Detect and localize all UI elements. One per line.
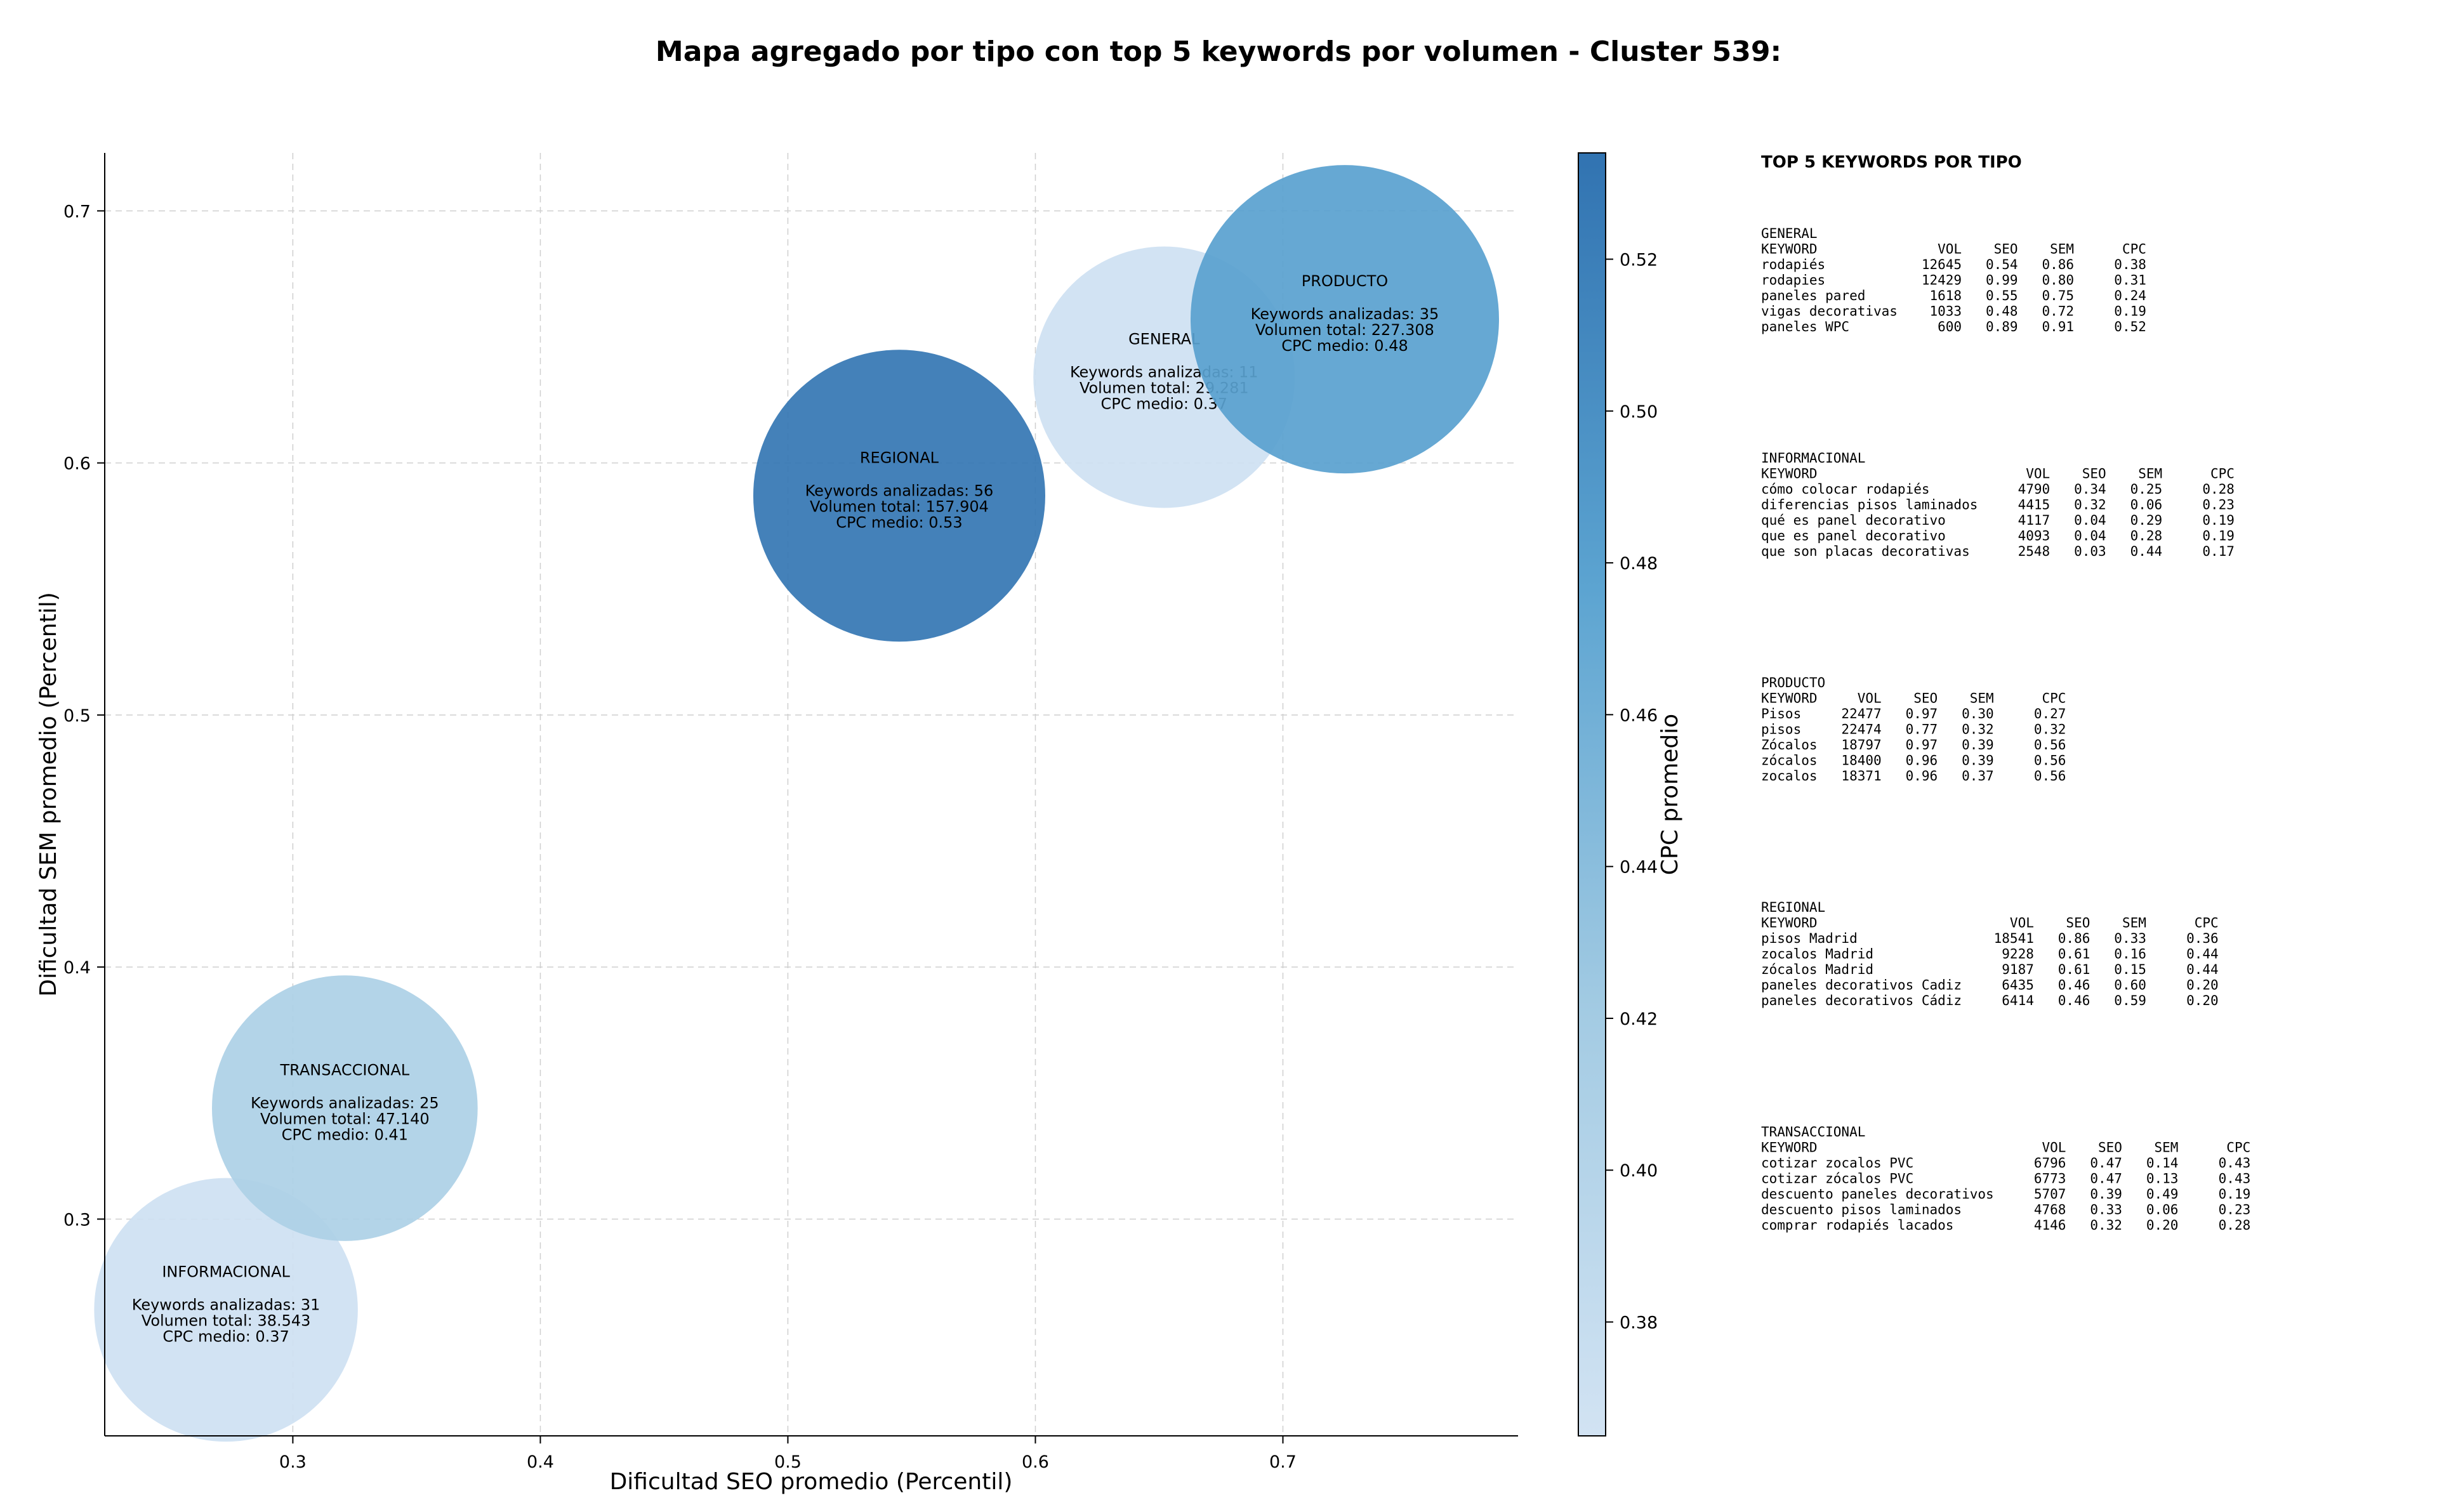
keyword-table-row: zocalos 18371 0.96 0.37 0.56 xyxy=(1761,768,2066,784)
bubble-volume: Volumen total: 47.140 xyxy=(260,1110,430,1128)
keyword-table-row: paneles WPC 600 0.89 0.91 0.52 xyxy=(1761,319,2146,334)
bubble-cpc: CPC medio: 0.37 xyxy=(1101,395,1228,413)
keyword-table-row: zocalos Madrid 9228 0.61 0.16 0.44 xyxy=(1761,947,2219,962)
colorbar-label: CPC promedio xyxy=(1657,714,1683,875)
keyword-table-row: que son placas decorativas 2548 0.03 0.4… xyxy=(1761,544,2235,559)
y-tick-label: 0.6 xyxy=(63,454,91,474)
keyword-table-header: KEYWORD VOL SEO SEM CPC xyxy=(1761,1140,2250,1155)
bubble-volume: Volumen total: 38.543 xyxy=(142,1311,311,1329)
bubble-keyword-count: Keywords analizadas: 31 xyxy=(132,1296,320,1313)
colorbar-ticks: 0.38 0.40 0.42 0.44 0.46 0.48 0.50 0.52 xyxy=(1606,251,1658,1333)
bubble-cpc: CPC medio: 0.48 xyxy=(1281,337,1408,355)
keyword-table-row: zócalos 18400 0.96 0.39 0.56 xyxy=(1761,753,2066,768)
keyword-table-row: rodapies 12429 0.99 0.80 0.31 xyxy=(1761,273,2146,288)
bubble-type-label: GENERAL xyxy=(1128,331,1200,348)
colorbar-tick-label: 0.40 xyxy=(1620,1161,1658,1181)
x-tick-label: 0.7 xyxy=(1269,1452,1297,1472)
keyword-table-row: descuento pisos laminados 4768 0.33 0.06… xyxy=(1761,1202,2250,1218)
y-ticks: 0.3 0.4 0.5 0.6 0.7 xyxy=(63,202,105,1230)
keyword-table-row: diferencias pisos laminados 4415 0.32 0.… xyxy=(1761,497,2235,513)
bubble-informacional: INFORMACIONAL Keywords analizadas: 31Volu… xyxy=(94,1178,358,1442)
bubble-type-label: PRODUCTO xyxy=(1302,272,1388,290)
bubble-circle xyxy=(753,350,1045,642)
colorbar-gradient xyxy=(1578,152,1606,1436)
bubble-type-label: TRANSACCIONAL xyxy=(279,1062,409,1079)
y-axis-label: Dificultad SEM promedio (Percentil) xyxy=(36,592,62,997)
bubble-circle xyxy=(1190,165,1499,474)
y-tick-label: 0.4 xyxy=(63,958,91,978)
bubble-circle xyxy=(211,975,478,1241)
bubble-type-label: INFORMACIONAL xyxy=(162,1263,290,1280)
keyword-block-heading: PRODUCTO xyxy=(1761,675,1825,690)
keyword-table-row: paneles decorativos Cádiz 6414 0.46 0.59… xyxy=(1761,993,2219,1008)
x-tick-label: 0.5 xyxy=(774,1452,802,1472)
keyword-table-row: vigas decorativas 1033 0.48 0.72 0.19 xyxy=(1761,304,2146,319)
keyword-table-row: cotizar zocalos PVC 6796 0.47 0.14 0.43 xyxy=(1761,1155,2250,1171)
keyword-table-row: Pisos 22477 0.97 0.30 0.27 xyxy=(1761,706,2066,721)
keyword-block-heading: REGIONAL xyxy=(1761,900,1825,915)
bubble-keyword-count: Keywords analizadas: 25 xyxy=(251,1095,439,1112)
keyword-table-row: qué es panel decorativo 4117 0.04 0.29 0… xyxy=(1761,513,2235,528)
colorbar-tick-label: 0.48 xyxy=(1620,554,1658,574)
keyword-block-heading: GENERAL xyxy=(1761,226,1818,241)
colorbar-tick-label: 0.50 xyxy=(1620,402,1658,422)
keyword-table-row: cómo colocar rodapiés 4790 0.34 0.25 0.2… xyxy=(1761,482,2235,497)
x-tick-label: 0.3 xyxy=(279,1452,307,1472)
keyword-table-row: cotizar zócalos PVC 6773 0.47 0.13 0.43 xyxy=(1761,1171,2250,1187)
colorbar-tick-label: 0.52 xyxy=(1620,251,1658,270)
bubble-keyword-count: Keywords analizadas: 56 xyxy=(805,482,994,499)
x-ticks: 0.3 0.4 0.5 0.6 0.7 xyxy=(279,1436,1297,1472)
keyword-table-row: paneles pared 1618 0.55 0.75 0.24 xyxy=(1761,288,2146,303)
keyword-table-row: pisos Madrid 18541 0.86 0.33 0.36 xyxy=(1761,931,2219,946)
keyword-table-header: KEYWORD VOL SEO SEM CPC xyxy=(1761,466,2235,482)
keyword-table-row: rodapiés 12645 0.54 0.86 0.38 xyxy=(1761,257,2146,272)
bubble-volume: Volumen total: 227.308 xyxy=(1255,321,1434,339)
keyword-table-row: comprar rodapiés lacados 4146 0.32 0.20 … xyxy=(1761,1218,2250,1233)
keyword-block-heading: INFORMACIONAL xyxy=(1761,450,1865,466)
chart-title: Mapa agregado por tipo con top 5 keyword… xyxy=(656,36,1781,68)
keyword-table-header: KEYWORD VOL SEO SEM CPC xyxy=(1761,691,2066,706)
keyword-table-row: zócalos Madrid 9187 0.61 0.15 0.44 xyxy=(1761,962,2219,977)
bubble-volume: Volumen total: 157.904 xyxy=(810,497,989,515)
keyword-table-row: que es panel decorativo 4093 0.04 0.28 0… xyxy=(1761,529,2235,544)
bubble-cpc: CPC medio: 0.37 xyxy=(162,1327,289,1345)
colorbar: 0.38 0.40 0.42 0.44 0.46 0.48 0.50 0.52 CPC pro… xyxy=(1578,152,1683,1436)
top-keywords-title: TOP 5 KEYWORDS POR TIPO xyxy=(1761,153,2022,172)
y-tick-label: 0.7 xyxy=(63,202,91,221)
keyword-block-heading: TRANSACCIONAL xyxy=(1761,1124,1865,1140)
x-tick-label: 0.6 xyxy=(1022,1452,1049,1472)
bubble-cpc: CPC medio: 0.41 xyxy=(282,1126,409,1144)
keyword-table-row: Zócalos 18797 0.97 0.39 0.56 xyxy=(1761,737,2066,753)
bubble-type-label: REGIONAL xyxy=(860,449,939,466)
colorbar-tick-label: 0.38 xyxy=(1620,1313,1658,1333)
keyword-table-row: paneles decorativos Cadiz 6435 0.46 0.60… xyxy=(1761,978,2219,993)
y-tick-label: 0.3 xyxy=(63,1210,91,1230)
keyword-table-header: KEYWORD VOL SEO SEM CPC xyxy=(1761,242,2146,257)
x-tick-label: 0.4 xyxy=(527,1452,554,1472)
colorbar-tick-label: 0.44 xyxy=(1620,858,1658,878)
y-tick-label: 0.5 xyxy=(63,706,91,726)
bubble-cpc: CPC medio: 0.53 xyxy=(836,513,963,531)
keyword-table-row: descuento paneles decorativos 5707 0.39 … xyxy=(1761,1187,2250,1202)
colorbar-tick-label: 0.42 xyxy=(1620,1009,1658,1029)
bubble-keyword-count: Keywords analizadas: 35 xyxy=(1251,305,1439,323)
bubble-transaccional: TRANSACCIONAL Keywords analizadas: 25Volu… xyxy=(211,975,478,1241)
x-axis-label: Dificultad SEO promedio (Percentil) xyxy=(610,1469,1013,1495)
keyword-table-header: KEYWORD VOL SEO SEM CPC xyxy=(1761,916,2219,931)
bubble-circle xyxy=(94,1178,358,1442)
colorbar-tick-label: 0.46 xyxy=(1620,706,1658,725)
keyword-table-row: pisos 22474 0.77 0.32 0.32 xyxy=(1761,722,2066,737)
